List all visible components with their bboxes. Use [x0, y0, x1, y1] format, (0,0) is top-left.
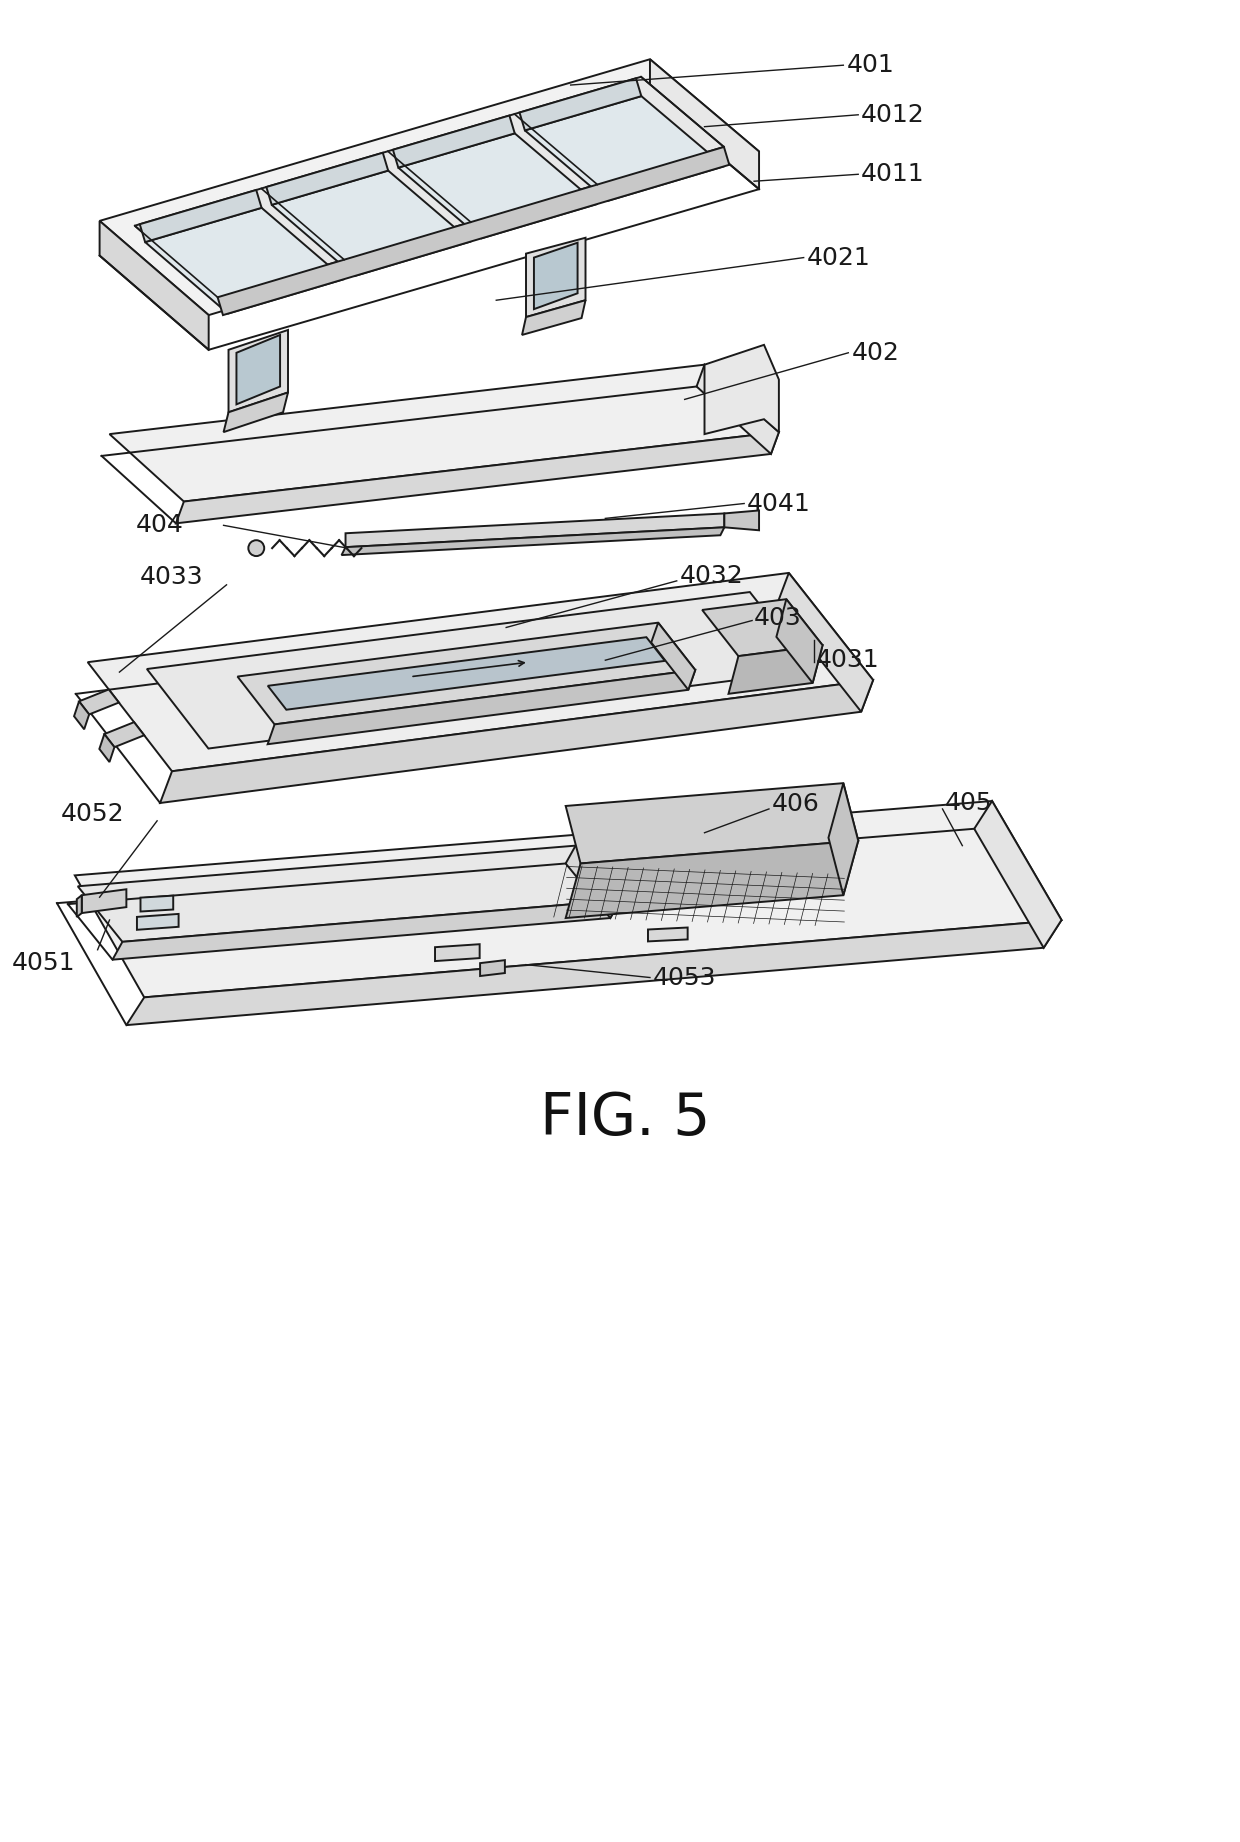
Polygon shape — [435, 945, 480, 962]
Text: 402: 402 — [852, 341, 899, 365]
Polygon shape — [828, 783, 858, 895]
Polygon shape — [109, 365, 779, 501]
Polygon shape — [136, 914, 179, 930]
Polygon shape — [565, 840, 858, 917]
Polygon shape — [724, 510, 759, 530]
Text: 4033: 4033 — [140, 565, 203, 589]
Text: FIG. 5: FIG. 5 — [539, 1090, 711, 1148]
Text: 4053: 4053 — [653, 965, 717, 989]
Polygon shape — [74, 702, 89, 729]
Polygon shape — [525, 96, 724, 201]
Polygon shape — [565, 783, 858, 864]
Polygon shape — [480, 960, 505, 976]
Text: 406: 406 — [773, 792, 820, 816]
Polygon shape — [135, 77, 724, 297]
Polygon shape — [702, 599, 822, 656]
Polygon shape — [650, 59, 759, 190]
Polygon shape — [565, 845, 620, 917]
Polygon shape — [74, 801, 1061, 997]
Polygon shape — [113, 901, 620, 960]
Polygon shape — [526, 238, 585, 317]
Polygon shape — [88, 573, 873, 772]
Polygon shape — [99, 735, 114, 763]
Polygon shape — [82, 890, 126, 914]
Polygon shape — [104, 722, 144, 748]
Polygon shape — [78, 845, 620, 941]
Text: 403: 403 — [754, 606, 802, 630]
Polygon shape — [79, 689, 119, 715]
Text: 4041: 4041 — [748, 492, 811, 516]
Text: 4011: 4011 — [862, 162, 925, 186]
Polygon shape — [223, 392, 288, 433]
Polygon shape — [176, 433, 779, 523]
Polygon shape — [126, 919, 1061, 1026]
Text: 4032: 4032 — [680, 564, 744, 588]
Polygon shape — [272, 171, 471, 276]
Polygon shape — [777, 573, 873, 711]
Polygon shape — [697, 365, 779, 453]
Text: 4052: 4052 — [61, 801, 124, 825]
Polygon shape — [649, 928, 688, 941]
Polygon shape — [393, 116, 515, 168]
Polygon shape — [704, 344, 779, 435]
Text: 404: 404 — [136, 514, 184, 538]
Polygon shape — [238, 623, 696, 724]
Polygon shape — [267, 153, 388, 204]
Text: 4012: 4012 — [862, 103, 925, 127]
Text: 4031: 4031 — [816, 648, 879, 672]
Polygon shape — [140, 895, 174, 912]
Circle shape — [248, 540, 264, 556]
Polygon shape — [398, 133, 598, 238]
Polygon shape — [268, 670, 696, 744]
Polygon shape — [268, 637, 665, 709]
Polygon shape — [140, 190, 262, 241]
Polygon shape — [77, 895, 82, 917]
Polygon shape — [729, 645, 822, 694]
Polygon shape — [237, 335, 280, 405]
Polygon shape — [346, 514, 724, 547]
Text: 401: 401 — [847, 53, 894, 77]
Polygon shape — [776, 599, 822, 683]
Polygon shape — [651, 623, 696, 689]
Polygon shape — [146, 591, 811, 748]
Polygon shape — [522, 300, 585, 335]
Polygon shape — [228, 330, 288, 413]
Polygon shape — [975, 801, 1061, 949]
Polygon shape — [520, 77, 641, 131]
Polygon shape — [160, 680, 873, 803]
Polygon shape — [534, 243, 578, 309]
Polygon shape — [341, 527, 724, 554]
Text: 4051: 4051 — [11, 950, 74, 974]
Polygon shape — [99, 221, 208, 350]
Text: 405: 405 — [945, 790, 992, 814]
Polygon shape — [145, 208, 345, 313]
Text: 4021: 4021 — [807, 245, 870, 269]
Polygon shape — [217, 147, 729, 315]
Polygon shape — [99, 59, 759, 315]
